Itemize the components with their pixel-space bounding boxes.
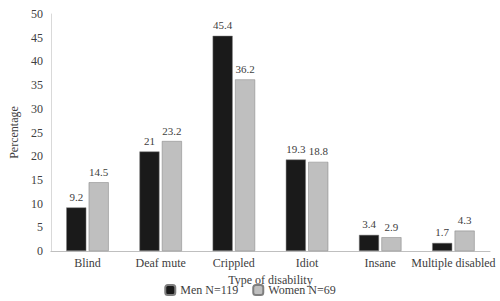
svg-text:1.7: 1.7 xyxy=(435,226,449,238)
svg-text:21: 21 xyxy=(144,135,155,147)
svg-text:0: 0 xyxy=(37,244,43,258)
svg-text:25: 25 xyxy=(31,126,43,140)
svg-text:3.4: 3.4 xyxy=(362,218,376,230)
svg-text:Idiot: Idiot xyxy=(296,256,319,270)
svg-text:14.5: 14.5 xyxy=(89,166,109,178)
svg-text:18.8: 18.8 xyxy=(309,145,329,157)
svg-text:Type of disability: Type of disability xyxy=(228,272,313,287)
svg-text:45.4: 45.4 xyxy=(213,19,233,31)
svg-text:2.9: 2.9 xyxy=(385,221,399,233)
svg-text:20: 20 xyxy=(31,149,43,163)
svg-text:Crippled: Crippled xyxy=(213,256,255,270)
svg-text:Percentage: Percentage xyxy=(7,106,21,159)
svg-text:30: 30 xyxy=(31,102,43,116)
svg-text:15: 15 xyxy=(31,173,43,187)
svg-text:45: 45 xyxy=(31,31,43,45)
svg-text:5: 5 xyxy=(37,220,43,234)
svg-text:10: 10 xyxy=(31,197,43,211)
svg-text:36.2: 36.2 xyxy=(235,63,254,75)
svg-text:Deaf mute: Deaf mute xyxy=(136,256,186,270)
svg-text:Insane: Insane xyxy=(365,256,396,270)
svg-text:19.3: 19.3 xyxy=(286,143,306,155)
svg-text:Women N=69: Women N=69 xyxy=(268,283,335,297)
svg-text:Blind: Blind xyxy=(74,256,101,270)
svg-text:Multiple disabled: Multiple disabled xyxy=(411,256,495,270)
svg-text:40: 40 xyxy=(31,54,43,68)
svg-text:9.2: 9.2 xyxy=(69,191,83,203)
svg-text:35: 35 xyxy=(31,78,43,92)
svg-text:23.2: 23.2 xyxy=(162,125,181,137)
svg-text:50: 50 xyxy=(31,7,43,21)
svg-text:Men N=119: Men N=119 xyxy=(180,283,238,297)
svg-text:4.3: 4.3 xyxy=(458,214,472,226)
